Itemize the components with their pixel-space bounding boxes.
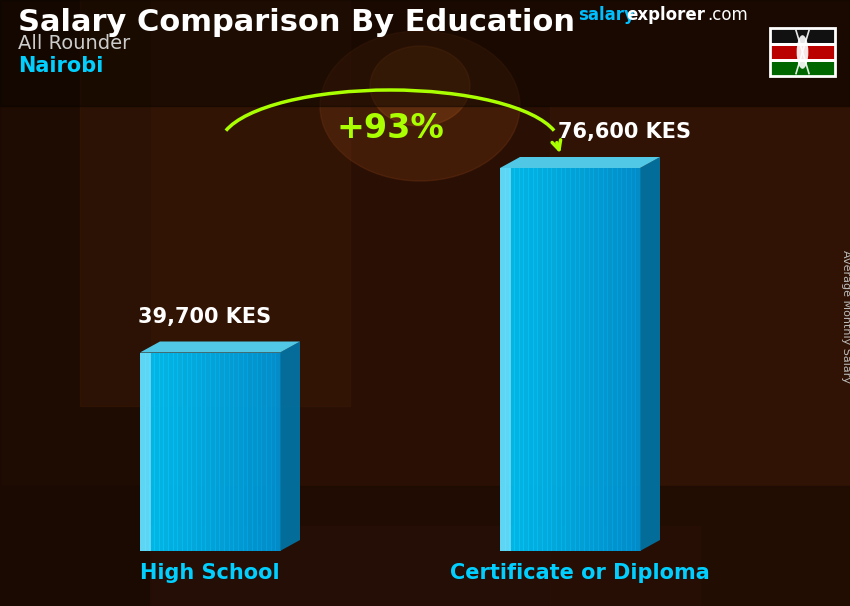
Bar xyxy=(247,353,253,551)
Bar xyxy=(238,353,244,551)
Bar xyxy=(598,168,604,551)
Bar xyxy=(514,168,519,551)
Bar xyxy=(616,168,622,551)
Bar xyxy=(542,168,547,551)
Bar xyxy=(500,168,506,551)
Bar xyxy=(224,353,230,551)
Bar xyxy=(266,353,272,551)
Bar xyxy=(584,168,590,551)
Bar xyxy=(603,168,609,551)
Bar xyxy=(547,168,553,551)
Bar xyxy=(565,168,571,551)
Bar xyxy=(201,353,207,551)
Bar xyxy=(770,42,835,45)
Bar xyxy=(770,59,835,61)
Bar xyxy=(234,353,239,551)
Text: 39,700 KES: 39,700 KES xyxy=(139,307,271,327)
Text: Certificate or Diploma: Certificate or Diploma xyxy=(450,563,710,583)
Bar xyxy=(206,353,211,551)
Bar xyxy=(608,168,613,551)
Text: 76,600 KES: 76,600 KES xyxy=(558,122,692,142)
Bar xyxy=(219,353,225,551)
Bar xyxy=(626,168,632,551)
Bar xyxy=(770,28,835,76)
Bar xyxy=(518,168,524,551)
Bar xyxy=(635,168,641,551)
Bar xyxy=(140,353,145,551)
Ellipse shape xyxy=(320,31,520,181)
Bar xyxy=(215,353,220,551)
Bar xyxy=(537,168,543,551)
Bar xyxy=(770,60,835,76)
Bar xyxy=(257,353,263,551)
Bar xyxy=(589,168,594,551)
Text: High School: High School xyxy=(140,563,280,583)
Text: explorer: explorer xyxy=(626,6,705,24)
Bar xyxy=(528,168,534,551)
Polygon shape xyxy=(500,157,660,168)
Bar xyxy=(575,168,581,551)
Text: Salary Comparison By Education: Salary Comparison By Education xyxy=(18,8,575,37)
Bar xyxy=(524,168,529,551)
Bar xyxy=(163,353,169,551)
Text: Average Monthly Salary: Average Monthly Salary xyxy=(841,250,850,382)
Polygon shape xyxy=(640,157,660,551)
Text: All Rounder: All Rounder xyxy=(18,34,130,53)
Bar xyxy=(182,353,188,551)
Text: salary: salary xyxy=(578,6,635,24)
Bar xyxy=(144,353,150,551)
Ellipse shape xyxy=(370,46,470,126)
Bar xyxy=(229,353,235,551)
Bar xyxy=(173,353,178,551)
Bar xyxy=(570,168,575,551)
Bar xyxy=(770,44,835,60)
Bar xyxy=(150,353,155,551)
Polygon shape xyxy=(140,342,300,353)
Bar xyxy=(178,353,183,551)
Text: Nairobi: Nairobi xyxy=(18,56,104,76)
Ellipse shape xyxy=(796,35,808,69)
Bar xyxy=(275,353,281,551)
Bar xyxy=(593,168,599,551)
Bar xyxy=(621,168,627,551)
Bar xyxy=(770,28,835,44)
Text: .com: .com xyxy=(707,6,748,24)
Bar xyxy=(505,168,510,551)
Bar xyxy=(556,168,562,551)
Bar xyxy=(196,353,201,551)
Bar xyxy=(612,168,618,551)
Bar xyxy=(533,168,538,551)
Bar xyxy=(561,168,566,551)
Bar xyxy=(191,353,197,551)
Bar xyxy=(631,168,637,551)
Bar xyxy=(210,353,216,551)
Bar xyxy=(140,353,151,551)
Text: +93%: +93% xyxy=(336,112,444,145)
Bar xyxy=(509,168,515,551)
Bar xyxy=(168,353,173,551)
Bar xyxy=(770,28,835,76)
Bar xyxy=(187,353,192,551)
Bar xyxy=(552,168,557,551)
Bar xyxy=(261,353,267,551)
Bar xyxy=(252,353,258,551)
Bar xyxy=(580,168,585,551)
Bar xyxy=(500,168,511,551)
Bar xyxy=(270,353,276,551)
Bar xyxy=(242,353,248,551)
Bar xyxy=(154,353,160,551)
Polygon shape xyxy=(280,342,300,551)
Bar xyxy=(159,353,164,551)
